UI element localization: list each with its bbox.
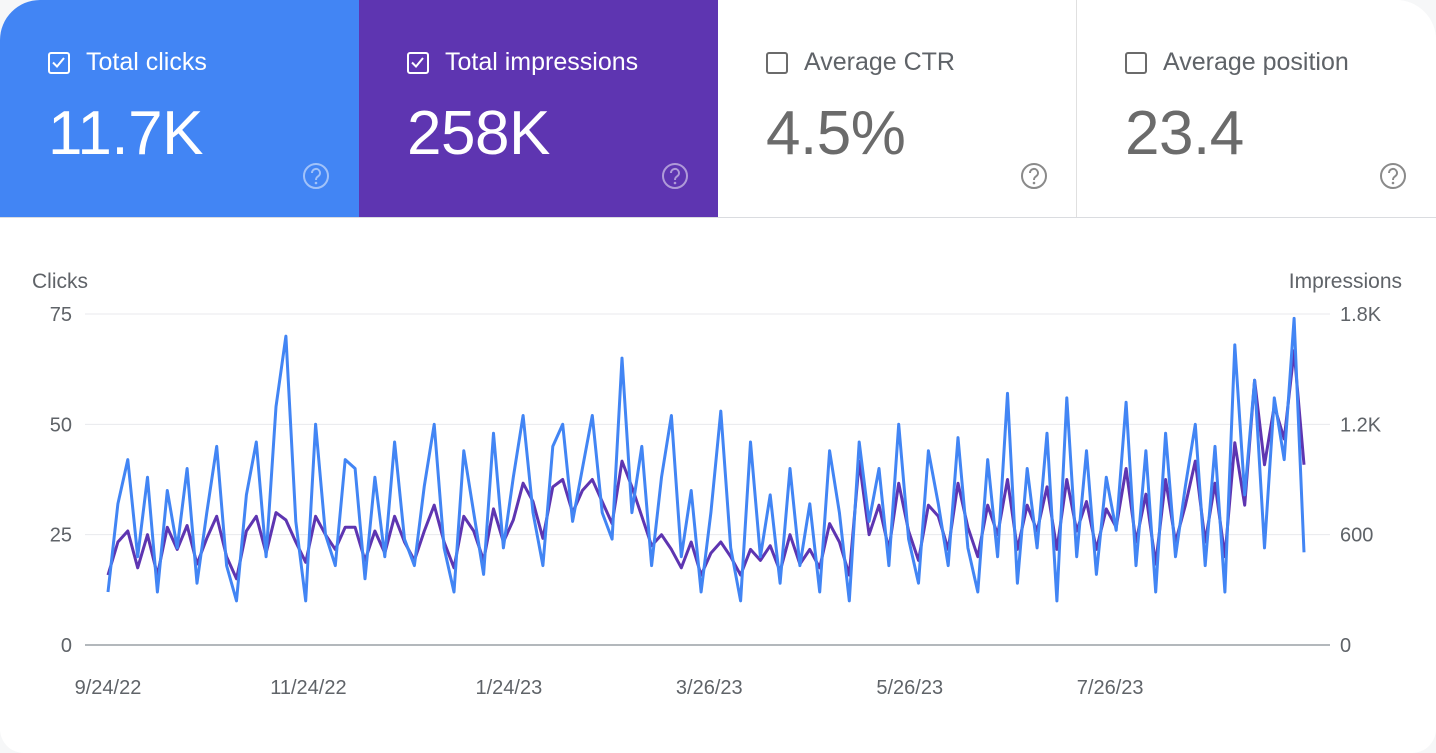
metric-value: 11.7K [48,99,203,168]
metric-label-row: Average CTR [766,48,955,77]
help-icon[interactable] [661,162,689,190]
checkbox-unchecked-icon[interactable] [766,51,788,74]
metric-label-row: Total impressions [407,48,638,77]
right-tick-label: 0 [1340,635,1351,657]
metric-total-impressions[interactable]: Total impressions 258K [359,0,718,217]
right-tick-label: 1.8K [1340,304,1382,326]
metric-label-row: Average position [1125,48,1349,77]
metric-value: 23.4 [1125,99,1244,168]
x-tick-label: 11/24/22 [270,677,346,699]
metric-average-position[interactable]: Average position 23.4 [1077,0,1436,217]
metric-value: 4.5% [766,99,906,168]
checkbox-checked-icon[interactable] [407,51,429,74]
right-axis-label: Impressions [1289,270,1402,293]
checkbox-checked-icon[interactable] [48,51,70,74]
left-tick-label: 50 [50,414,72,436]
right-tick-label: 600 [1340,525,1373,547]
x-tick-label: 1/24/23 [475,677,542,699]
x-tick-label: 9/24/22 [75,677,142,699]
checkbox-unchecked-icon[interactable] [1125,51,1147,74]
metric-tabs: Total clicks 11.7K Total impressions 258… [0,0,1436,218]
x-tick-label: 3/26/23 [676,677,743,699]
metric-total-clicks[interactable]: Total clicks 11.7K [0,0,359,217]
metric-label: Total impressions [445,48,639,76]
metric-label: Average CTR [804,48,955,76]
help-icon[interactable] [1020,162,1048,190]
right-tick-label: 1.2K [1340,414,1382,436]
metric-label: Average position [1163,48,1349,76]
help-icon[interactable] [1379,162,1407,190]
help-icon[interactable] [302,162,330,190]
left-tick-label: 25 [50,525,72,547]
x-tick-label: 7/26/23 [1077,677,1144,699]
left-tick-label: 75 [50,304,72,326]
metric-value: 258K [407,99,550,168]
metric-label-row: Total clicks [48,48,207,77]
x-tick-label: 5/26/23 [876,677,943,699]
left-tick-label: 0 [61,635,72,657]
left-axis-label: Clicks [32,270,88,293]
metric-label: Total clicks [86,48,207,76]
metric-average-ctr[interactable]: Average CTR 4.5% [718,0,1077,217]
series-line-clicks [106,316,1306,603]
